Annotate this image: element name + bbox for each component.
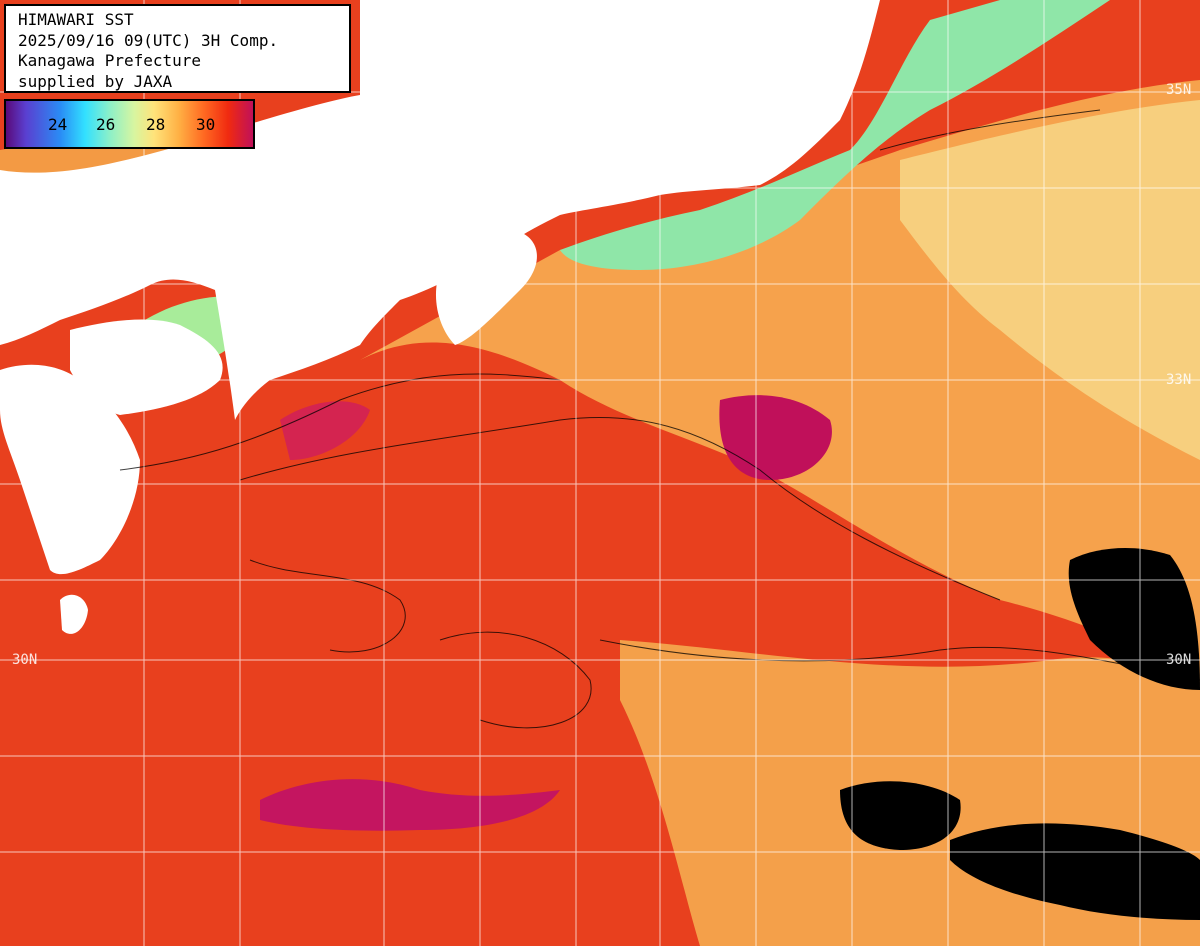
sst-contours xyxy=(119,109,1200,729)
sst-zone-31-c xyxy=(280,401,370,460)
info-title: HIMAWARI SST xyxy=(18,10,134,29)
legend-tick-26: 26 xyxy=(96,115,116,134)
legend-tick-30: 30 xyxy=(196,115,216,134)
legend-tick-24: 24 xyxy=(48,115,68,134)
land-kyushu xyxy=(0,364,140,575)
sst-zone-27-coast xyxy=(560,0,1110,270)
land-shikoku xyxy=(70,319,223,415)
grid-label-35n: 35N xyxy=(1166,82,1192,98)
grid-label-136: 136 xyxy=(480,18,496,44)
land-tanegashima xyxy=(60,594,88,634)
info-timestamp: 2025/09/16 09(UTC) 3H Comp. xyxy=(18,30,279,50)
land-awaji xyxy=(230,233,262,259)
sst-zone-28-east xyxy=(900,100,1200,460)
legend-tick-28: 28 xyxy=(146,115,166,134)
grid-label-33n: 33N xyxy=(1166,372,1192,388)
cloud-mask-south xyxy=(1070,874,1150,910)
color-legend: 24 26 28 30 xyxy=(4,99,255,149)
land-kii xyxy=(435,232,537,345)
cloud-mask-east xyxy=(1068,548,1200,690)
cloud-mask-southeast-a xyxy=(840,781,961,850)
info-region: Kanagawa Prefecture xyxy=(18,51,202,70)
sst-zone-31-b xyxy=(260,779,560,831)
grid-label-30n-left: 30N xyxy=(12,652,38,668)
info-box: HIMAWARI SST 2025/09/16 09(UTC) 3H Comp.… xyxy=(4,4,351,93)
info-credit: supplied by JAXA xyxy=(18,71,173,91)
grid-label-30n-right: 30N xyxy=(1166,652,1192,668)
sst-zone-31-a xyxy=(719,395,832,480)
